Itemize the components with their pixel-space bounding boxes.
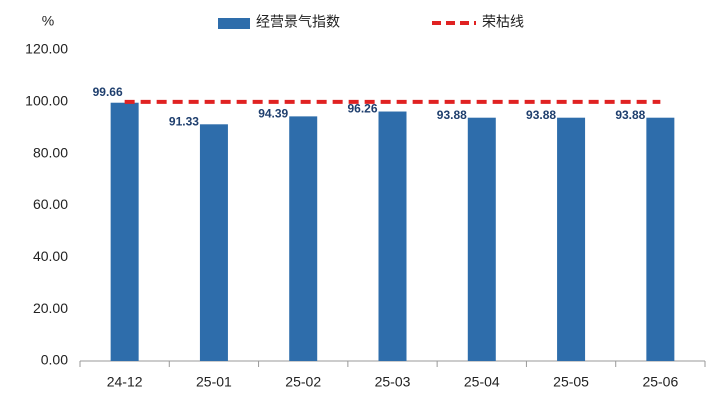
value-label: 94.39 bbox=[258, 107, 288, 121]
legend-label: 经营景气指数 bbox=[256, 14, 340, 30]
y-axis-label: % bbox=[42, 13, 54, 29]
bar bbox=[110, 102, 139, 361]
value-label: 96.26 bbox=[347, 102, 377, 116]
bar bbox=[467, 117, 496, 361]
legend-swatch bbox=[218, 18, 250, 29]
bar bbox=[199, 124, 228, 361]
value-label: 91.33 bbox=[169, 114, 199, 128]
bar bbox=[557, 117, 586, 361]
legend-label: 荣枯线 bbox=[482, 14, 524, 30]
x-tick-label: 25-06 bbox=[642, 374, 678, 390]
x-tick-label: 25-02 bbox=[285, 374, 321, 390]
x-tick-label: 24-12 bbox=[107, 374, 143, 390]
y-tick-label: 0.00 bbox=[41, 352, 68, 368]
value-label: 93.88 bbox=[526, 108, 556, 122]
x-tick-label: 25-05 bbox=[553, 374, 589, 390]
y-tick-label: 20.00 bbox=[33, 300, 68, 316]
y-tick-label: 80.00 bbox=[33, 144, 68, 160]
bar bbox=[646, 117, 675, 361]
value-label: 99.66 bbox=[93, 85, 123, 99]
x-tick-label: 25-01 bbox=[196, 374, 232, 390]
x-tick-label: 25-03 bbox=[375, 374, 411, 390]
y-tick-label: 100.00 bbox=[25, 93, 68, 109]
value-label: 93.88 bbox=[437, 108, 467, 122]
bar bbox=[378, 111, 407, 361]
bar bbox=[289, 116, 318, 361]
y-tick-label: 40.00 bbox=[33, 248, 68, 264]
x-tick-label: 25-04 bbox=[464, 374, 500, 390]
y-tick-label: 60.00 bbox=[33, 196, 68, 212]
y-tick-label: 120.00 bbox=[25, 41, 68, 57]
value-label: 93.88 bbox=[615, 108, 645, 122]
